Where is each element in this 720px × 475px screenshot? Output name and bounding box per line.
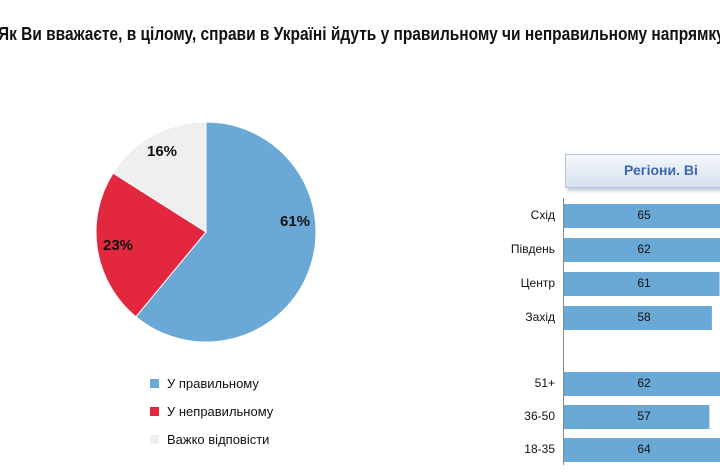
pie-slice [95, 172, 207, 318]
bar [564, 306, 712, 330]
bar [564, 372, 720, 396]
bar-value-label: 58 [637, 310, 651, 324]
legend-item-wrong: У неправильному [150, 402, 273, 420]
bar [564, 405, 710, 429]
legend-swatch-right [150, 378, 159, 388]
bar-category-label: 51+ [535, 376, 555, 390]
region-panel-header-label: Регіони. Ві [624, 162, 698, 178]
legend-label: Важко відповісти [167, 431, 270, 447]
pie-slice [135, 121, 317, 343]
pie-slice-label: 61% [280, 213, 310, 230]
bar-category-label: 18-35 [524, 442, 555, 456]
legend-swatch-wrong [150, 406, 159, 416]
legend-swatch-hard [150, 434, 159, 444]
bar [564, 204, 720, 228]
bar-category-label: Південь [511, 242, 555, 256]
page-title: Як Ви вважаєте, в цілому, справи в Украї… [0, 24, 720, 44]
bar [564, 238, 720, 262]
pie-slice-label: 23% [103, 237, 133, 254]
bar-category-label: Схід [531, 208, 555, 222]
legend-item-hard: Важко відповісти [150, 430, 269, 448]
bar-category-label: 36-50 [524, 409, 555, 423]
bar-value-label: 62 [637, 242, 651, 256]
bar [564, 272, 720, 296]
bar-value-label: 61 [637, 276, 651, 290]
legend-label: У правильному [167, 375, 259, 391]
bar-value-label: 64 [637, 442, 651, 456]
pie-slice [112, 121, 207, 233]
bar-category-label: Захід [525, 310, 555, 324]
legend-item-right: У правильному [150, 374, 259, 392]
bar-category-label: Центр [521, 276, 556, 290]
bar-value-label: 62 [637, 376, 651, 390]
bar-axis-line [563, 198, 564, 465]
bar-value-label: 65 [637, 208, 651, 222]
bar [564, 438, 720, 462]
legend-label: У неправильному [167, 403, 274, 419]
region-panel-header: Регіони. Ві [565, 154, 720, 188]
bar-value-label: 57 [637, 409, 651, 423]
pie-slice-label: 16% [147, 143, 177, 160]
